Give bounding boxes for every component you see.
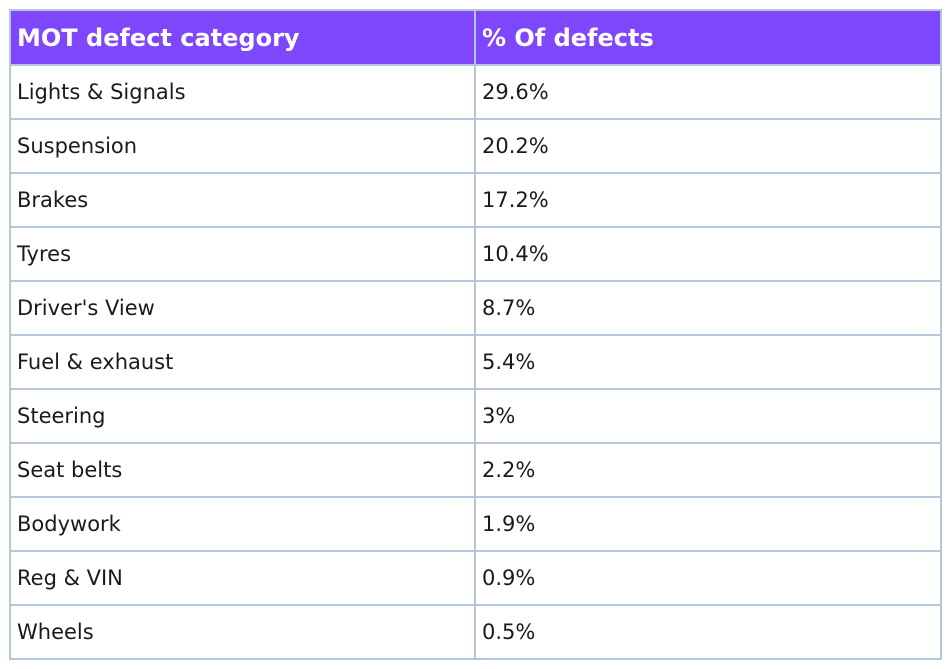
category-cell: Wheels (9, 604, 476, 660)
table-row: Tyres 10.4% (9, 226, 942, 282)
mot-defects-table: MOT defect category % Of defects Lights … (9, 9, 942, 660)
percent-cell: 5.4% (474, 334, 942, 390)
category-cell: Reg & VIN (9, 550, 476, 606)
percent-cell: 8.7% (474, 280, 942, 336)
percent-cell: 29.6% (474, 64, 942, 120)
percent-cell: 20.2% (474, 118, 942, 174)
table-row: Steering 3% (9, 388, 942, 444)
category-cell: Steering (9, 388, 476, 444)
category-cell: Bodywork (9, 496, 476, 552)
percent-cell: 0.9% (474, 550, 942, 606)
percent-cell: 3% (474, 388, 942, 444)
category-cell: Fuel & exhaust (9, 334, 476, 390)
table-row: Fuel & exhaust 5.4% (9, 334, 942, 390)
category-cell: Tyres (9, 226, 476, 282)
percent-cell: 1.9% (474, 496, 942, 552)
table-header: MOT defect category % Of defects (9, 9, 942, 66)
category-cell: Seat belts (9, 442, 476, 498)
table-row: Wheels 0.5% (9, 604, 942, 660)
category-cell: Driver's View (9, 280, 476, 336)
table-body: Lights & Signals 29.6% Suspension 20.2% … (9, 64, 942, 660)
table-row: Suspension 20.2% (9, 118, 942, 174)
percent-cell: 2.2% (474, 442, 942, 498)
header-row: MOT defect category % Of defects (9, 9, 942, 66)
header-percent: % Of defects (474, 9, 942, 66)
category-cell: Lights & Signals (9, 64, 476, 120)
header-category: MOT defect category (9, 9, 476, 66)
table-row: Seat belts 2.2% (9, 442, 942, 498)
table-row: Bodywork 1.9% (9, 496, 942, 552)
percent-cell: 17.2% (474, 172, 942, 228)
percent-cell: 0.5% (474, 604, 942, 660)
table-row: Driver's View 8.7% (9, 280, 942, 336)
table-row: Lights & Signals 29.6% (9, 64, 942, 120)
percent-cell: 10.4% (474, 226, 942, 282)
category-cell: Brakes (9, 172, 476, 228)
category-cell: Suspension (9, 118, 476, 174)
table-row: Brakes 17.2% (9, 172, 942, 228)
table-row: Reg & VIN 0.9% (9, 550, 942, 606)
